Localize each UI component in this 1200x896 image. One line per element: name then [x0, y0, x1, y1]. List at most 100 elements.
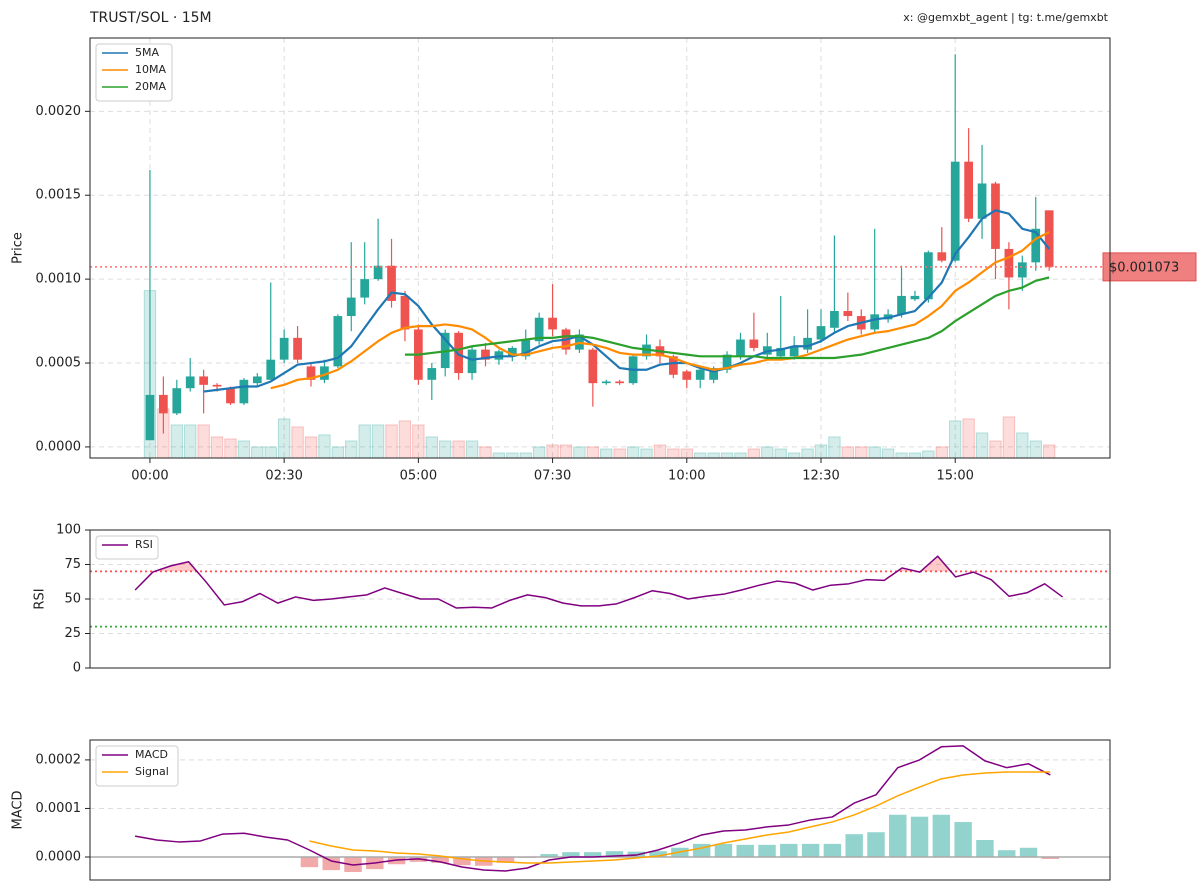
candle-body: [1031, 228, 1041, 263]
histogram-bar: [736, 844, 754, 857]
volume-bar: [747, 448, 761, 459]
y-tick-label: 25: [64, 626, 81, 641]
volume-bar: [465, 440, 479, 459]
candle-body: [709, 368, 718, 380]
chart-subtitle: x: @gemxbt_agent | tg: t.me/gemxbt: [903, 11, 1108, 24]
volume-bar: [640, 448, 653, 459]
candle-body: [333, 316, 343, 367]
legend-label: Signal: [135, 765, 169, 778]
y-tick-label: 0.0015: [36, 188, 82, 203]
volume-bar: [506, 452, 519, 459]
panel: 0.0000 0.0001 0.0002 MACD MACD Signal: [11, 739, 1111, 881]
y-tick-label: 0.0005: [36, 356, 82, 371]
volume-bar: [707, 452, 720, 459]
volume-bar: [962, 418, 975, 459]
candle-body: [521, 339, 531, 357]
histogram-bar: [562, 852, 580, 857]
panel: 0 25 50 75 100 RSI RSI: [33, 523, 1111, 676]
candle-body: [360, 279, 370, 298]
candle-body: [991, 183, 1000, 249]
candle-body: [776, 347, 786, 357]
volume-bar: [224, 438, 237, 459]
volume-bar: [546, 444, 559, 459]
volume-bar: [479, 446, 492, 459]
candle-body: [454, 332, 463, 374]
y-tick-label: 75: [64, 557, 81, 572]
volume-bar: [841, 446, 855, 459]
candle-body: [145, 394, 155, 441]
volume-bar: [680, 448, 693, 459]
panel: 0.0000 0.0005 0.0010 0.0015 0.0020 00:00 02:30…: [11, 37, 1197, 484]
y-tick-label: 0.0020: [36, 104, 82, 119]
volume-bar: [908, 452, 922, 459]
last-price-label: $0.001073: [1109, 260, 1179, 275]
candle-body: [749, 339, 759, 348]
volume-bar: [989, 440, 1002, 459]
histogram-bar: [300, 856, 319, 868]
volume-bar: [210, 436, 224, 459]
candle-body: [534, 317, 544, 342]
series-line: [270, 231, 1050, 390]
candle-body: [239, 379, 249, 404]
candle-body: [387, 265, 396, 301]
candle-body: [467, 349, 477, 374]
series-line: [134, 745, 1051, 872]
overbought-fill: [154, 556, 951, 572]
volume-bar: [653, 444, 667, 459]
x-tick-label: 02:30: [265, 469, 302, 484]
volume-bar: [895, 452, 908, 459]
candle-body: [1044, 210, 1054, 267]
y-axis-label: RSI: [33, 588, 48, 609]
candle-body: [293, 337, 302, 360]
plot-frame: [89, 529, 1111, 669]
volume-bar: [694, 452, 707, 459]
volume-bar: [519, 452, 532, 459]
volume-bar: [291, 426, 304, 459]
y-tick-label: 0.0000: [36, 439, 82, 454]
candle-body: [212, 384, 222, 387]
y-tick-label: 100: [56, 523, 81, 538]
histogram-bar: [910, 816, 929, 857]
candle-body: [481, 349, 490, 360]
series-line: [309, 771, 1051, 864]
y-tick-label: 0.0002: [36, 752, 82, 767]
histogram-bar: [976, 840, 994, 857]
histogram-bar: [845, 834, 863, 857]
series-line: [404, 276, 1050, 360]
candle-body: [172, 388, 182, 414]
volume-bar: [922, 450, 935, 459]
candle-body: [320, 366, 329, 380]
volume-bar: [371, 424, 385, 459]
volume-bar: [559, 444, 573, 459]
candle-body: [789, 346, 799, 357]
candle-body: [897, 295, 906, 315]
histogram-bar: [997, 850, 1016, 857]
volume-bar: [385, 424, 398, 459]
volume-bar: [358, 424, 371, 459]
candle-body: [185, 376, 195, 389]
last-price-box: [1102, 252, 1197, 282]
candle-body: [722, 354, 732, 370]
histogram-bar: [649, 851, 667, 857]
candle-body: [910, 295, 920, 300]
volume-bar: [1042, 444, 1056, 459]
candle-body: [803, 337, 812, 350]
volume-bar: [1016, 432, 1029, 459]
volume-bar: [881, 448, 895, 459]
volume-bar: [184, 424, 197, 459]
volume-bar: [412, 424, 425, 459]
volume-bar: [573, 446, 586, 459]
x-tick-label: 05:00: [400, 469, 437, 484]
plot-frame: [89, 739, 1111, 881]
volume-bar: [532, 446, 546, 459]
histogram-bar: [453, 856, 471, 866]
candle-body: [252, 376, 262, 384]
x-tick-label: 07:30: [534, 469, 571, 484]
histogram-bar: [932, 814, 951, 857]
candle-body: [588, 349, 598, 384]
candle-body: [400, 295, 410, 330]
candle-body: [346, 297, 356, 317]
chart-title: TRUST/SOL · 15M: [89, 10, 212, 26]
